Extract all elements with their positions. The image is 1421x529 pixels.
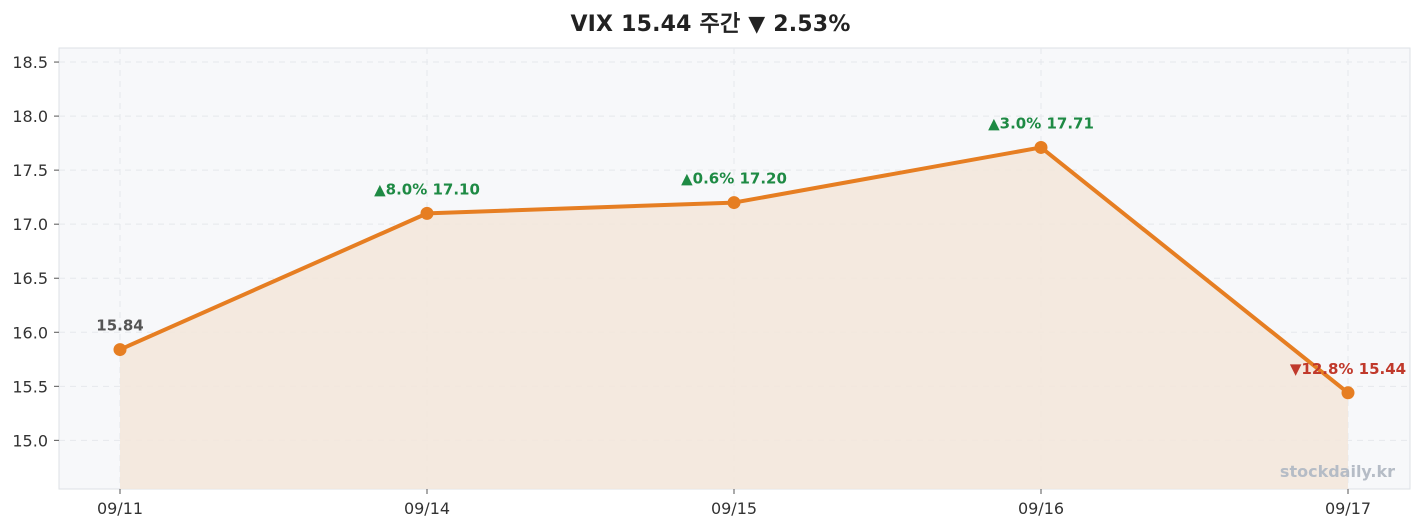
axes: 15.0 15.5 16.0 16.5 17.0 17.5 18.0 18.5 09/11 09/… (12, 53, 1371, 518)
y-tick-label: 18.0 (12, 107, 48, 126)
area-fill (120, 147, 1348, 490)
x-tick-label: 09/15 (711, 499, 757, 518)
data-point (113, 343, 127, 357)
data-label: ▲8.0% 17.10 (374, 180, 480, 198)
data-point (420, 206, 434, 220)
y-tick-label: 16.0 (12, 323, 48, 342)
x-tick-label: 09/11 (97, 499, 143, 518)
data-label: ▲0.6% 17.20 (681, 170, 787, 188)
watermark: stockdaily.kr (1280, 462, 1395, 481)
x-tick-label: 09/16 (1018, 499, 1064, 518)
data-point (1034, 140, 1048, 154)
y-tick-label: 15.0 (12, 431, 48, 450)
y-tick-label: 17.0 (12, 215, 48, 234)
data-point (1341, 386, 1355, 400)
y-tick-label: 17.5 (12, 161, 48, 180)
chart-title: VIX 15.44 주간 ▼ 2.53% (570, 12, 851, 37)
y-tick-label: 16.5 (12, 269, 48, 288)
data-label: 15.84 (96, 317, 143, 335)
data-point (727, 196, 741, 210)
data-label: ▲3.0% 17.71 (988, 114, 1094, 132)
data-label: ▼12.8% 15.44 (1290, 360, 1406, 378)
y-tick-label: 15.5 (12, 377, 48, 396)
x-tick-label: 09/14 (404, 499, 450, 518)
x-tick-label: 09/17 (1325, 499, 1371, 518)
area-fill-shape (120, 147, 1348, 490)
data-points (113, 140, 1355, 400)
y-tick-label: 18.5 (12, 53, 48, 72)
data-labels: 15.84 ▲8.0% 17.10 ▲0.6% 17.20 ▲3.0% 17.71 ▼1… (96, 114, 1406, 377)
